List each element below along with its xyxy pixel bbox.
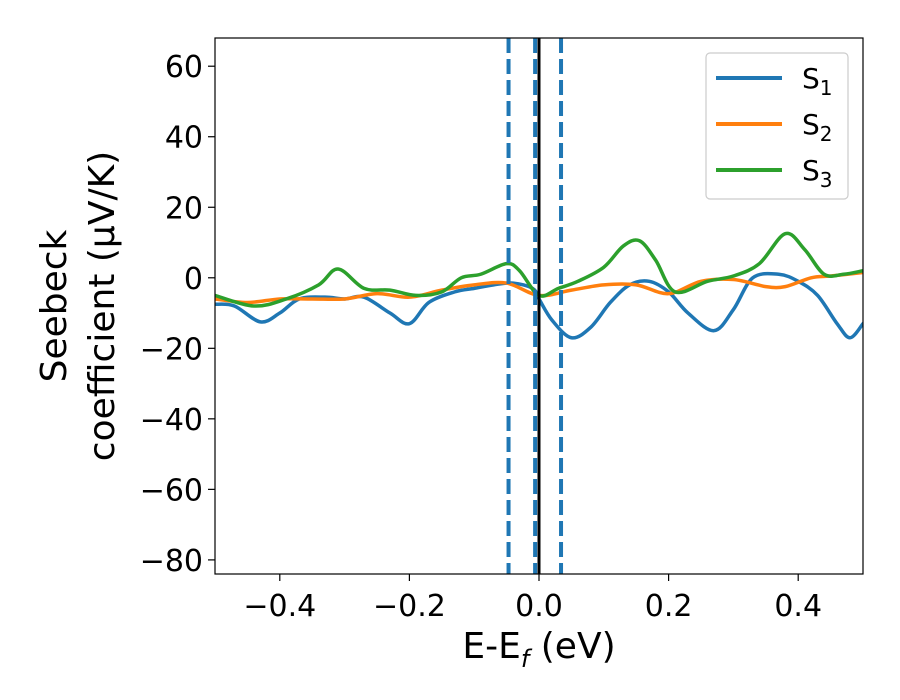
x-axis-title: E-Ef (eV) bbox=[462, 626, 615, 673]
series-lines bbox=[215, 231, 863, 340]
y-axis-ticks: −80 −60 −40 −20 0 20 40 60 bbox=[140, 50, 215, 579]
series-line-2 bbox=[215, 270, 863, 305]
x-tick-label: −0.4 bbox=[243, 589, 316, 624]
x-tick-label: 0.2 bbox=[645, 589, 693, 624]
y-tick-label: −80 bbox=[140, 544, 203, 579]
y-axis-title-line1: Seebeck bbox=[34, 229, 75, 382]
x-axis-ticks: −0.4 −0.2 0.0 0.2 0.4 bbox=[243, 574, 822, 624]
x-tick-label: −0.2 bbox=[373, 589, 446, 624]
legend: S1 S2 S3 bbox=[705, 52, 849, 200]
series-line-3 bbox=[215, 231, 863, 308]
y-tick-label: 40 bbox=[165, 121, 203, 156]
y-tick-label: −40 bbox=[140, 403, 203, 438]
x-tick-label: 0.0 bbox=[515, 589, 563, 624]
y-tick-label: −60 bbox=[140, 473, 203, 508]
legend-label-1: S1 bbox=[802, 62, 833, 100]
y-tick-label: −20 bbox=[140, 332, 203, 367]
reference-lines bbox=[506, 38, 564, 574]
y-axis-title-line2: coefficient (μV/K) bbox=[82, 151, 123, 461]
x-tick-label: 0.4 bbox=[774, 589, 822, 624]
legend-label-2: S2 bbox=[802, 108, 833, 146]
y-axis-title: Seebeck coefficient (μV/K) bbox=[34, 151, 123, 461]
legend-items: S1 S2 S3 bbox=[716, 62, 833, 192]
y-tick-label: 0 bbox=[184, 262, 203, 297]
y-tick-label: 60 bbox=[165, 50, 203, 85]
y-tick-label: 20 bbox=[165, 191, 203, 226]
legend-label-3: S3 bbox=[802, 154, 833, 192]
